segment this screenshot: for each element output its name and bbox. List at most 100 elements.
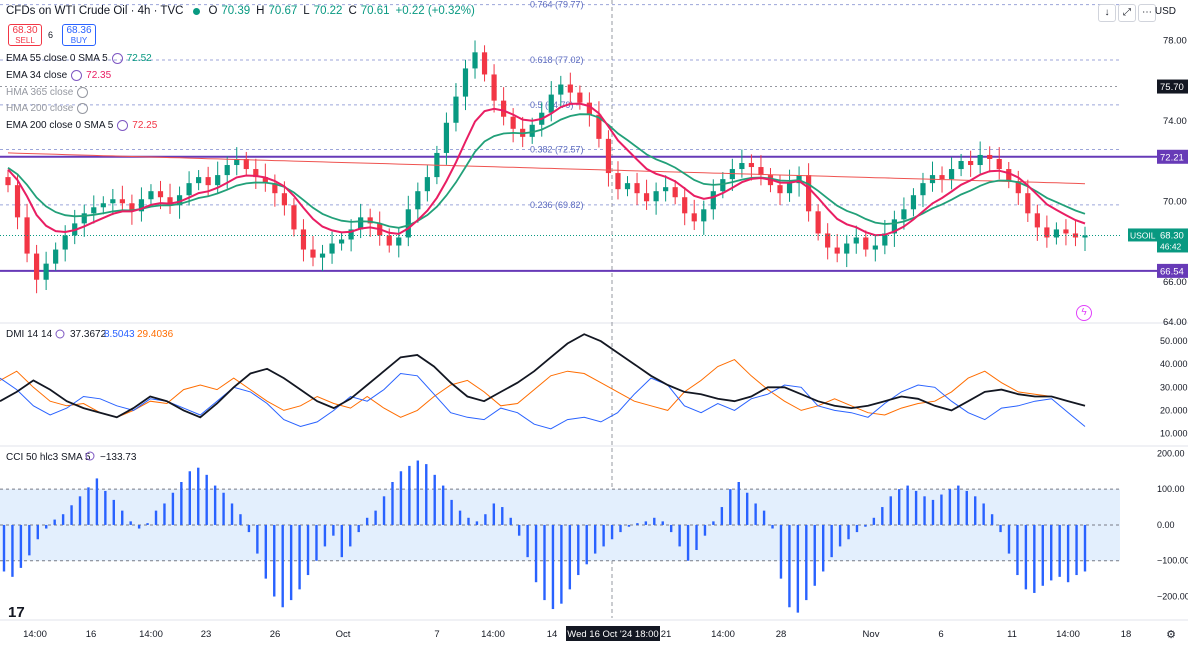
- candle-body: [1015, 181, 1021, 194]
- change-value: +0.22 (+0.32%): [395, 5, 475, 17]
- cci-bar: [1058, 524, 1061, 577]
- tradingview-logo-icon[interactable]: 17: [8, 604, 25, 621]
- x-tick-label: 26: [270, 629, 281, 640]
- price-tag-box: [1157, 149, 1188, 164]
- cci-bar: [636, 523, 639, 525]
- cci-bar: [720, 507, 724, 525]
- cci-bar: [28, 524, 31, 556]
- maximize-icon[interactable]: ⤢: [1118, 4, 1136, 22]
- fib-label: 0.618 (77.02): [530, 55, 584, 65]
- candle-body: [1034, 213, 1040, 228]
- candle-body: [663, 187, 669, 192]
- price-tag-label: 66.54: [1160, 266, 1184, 277]
- candle-body: [33, 253, 40, 280]
- currency-label[interactable]: USD: [1154, 6, 1176, 17]
- candle-body: [358, 217, 364, 230]
- cci-bar: [602, 524, 605, 547]
- cci-bar: [990, 514, 994, 525]
- x-tick-label: 28: [776, 629, 787, 640]
- x-tick-label: 18: [1121, 629, 1132, 640]
- candle-body: [710, 191, 716, 210]
- cci-bar: [239, 514, 242, 525]
- buy-button[interactable]: 68.36 BUY: [62, 24, 96, 46]
- price-axis-label: 78.00: [1163, 35, 1187, 46]
- eye-off-icon[interactable]: [77, 86, 89, 98]
- symbol-title[interactable]: CFDs on WTI Crude Oil · 4h · TVC: [6, 5, 184, 17]
- eye-icon[interactable]: [71, 69, 83, 81]
- cci-bar: [940, 494, 943, 525]
- eye-icon[interactable]: [117, 120, 129, 132]
- indicator-name: EMA 34 close: [6, 69, 68, 81]
- candle-body: [100, 203, 106, 208]
- cci-bar: [501, 507, 504, 525]
- indicator-value: 72.25: [132, 120, 158, 132]
- cci-bar: [104, 490, 107, 525]
- adx-value: 37.3672: [70, 329, 107, 340]
- x-tick-label: 11: [1007, 629, 1017, 640]
- market-open-icon: [193, 7, 201, 15]
- gear-icon[interactable]: ⚙: [1166, 629, 1176, 641]
- axes-layer: 14:00 16 14:00 23 26 Oct 7 14:00 14 21 14:00 28 Nov 6…: [23, 35, 1188, 641]
- cci-bar: [154, 510, 158, 525]
- candle-body: [634, 183, 640, 194]
- cci-bar: [416, 460, 420, 525]
- candle-body: [901, 209, 907, 220]
- eye-off-icon[interactable]: [77, 103, 89, 115]
- cci-bar: [695, 524, 698, 550]
- cci-bar: [762, 510, 766, 525]
- cci-bar: [340, 524, 344, 558]
- indicator-name: HMA 365 close: [6, 86, 74, 98]
- candle-body: [1072, 233, 1079, 238]
- cci-bar: [247, 524, 251, 533]
- cci-bar: [923, 496, 926, 525]
- cci-axis-label: −100.00: [1157, 556, 1188, 566]
- cci-bar: [349, 524, 352, 547]
- candle-body: [43, 263, 49, 280]
- sell-button[interactable]: 68.30 SELL: [8, 24, 42, 46]
- indicator-name: HMA 200 close: [6, 103, 74, 115]
- fib-label: 0.764 (79.77): [530, 0, 584, 10]
- cci-bar: [391, 482, 394, 525]
- cci-bar: [408, 465, 411, 525]
- candle-body: [872, 245, 878, 250]
- indicator-row[interactable]: EMA 34 close 72.35: [6, 69, 111, 81]
- candle-body: [1063, 229, 1069, 234]
- close-value: 70.61: [360, 5, 390, 17]
- indicator-row[interactable]: HMA 200 close: [6, 103, 89, 115]
- lightning-icon[interactable]: ϟ: [1076, 305, 1092, 321]
- cci-bar: [45, 524, 48, 529]
- candle-body: [53, 249, 59, 264]
- indicator-name: EMA 200 close 0 SMA 5: [6, 120, 114, 132]
- x-tick-label: Nov: [863, 629, 880, 640]
- indicator-row[interactable]: EMA 55 close 0 SMA 5 72.52: [6, 53, 152, 64]
- arrow-down-icon[interactable]: ↓: [1098, 4, 1116, 22]
- indicator-row[interactable]: HMA 365 close: [6, 86, 89, 98]
- candle-body: [291, 205, 297, 230]
- more-options-icon[interactable]: ⋯: [1138, 4, 1156, 22]
- candle-body: [119, 199, 125, 204]
- cci-bar: [467, 517, 470, 525]
- cci-bar: [568, 524, 572, 590]
- cci-bar: [61, 514, 65, 525]
- candle-body: [548, 94, 554, 113]
- cci-bar: [644, 521, 648, 525]
- dmi-axis-label: 20.000: [1160, 405, 1188, 415]
- sell-label: SELL: [15, 36, 35, 45]
- cci-bar: [830, 524, 833, 558]
- indicator-row[interactable]: EMA 200 close 0 SMA 5 72.25: [6, 120, 158, 132]
- cci-bar: [70, 505, 73, 525]
- cci-bar: [36, 524, 39, 540]
- cci-bar: [197, 467, 200, 525]
- cci-bar: [669, 524, 673, 533]
- candle-body: [891, 219, 897, 234]
- cci-bar: [872, 517, 876, 525]
- cci-bar: [146, 523, 149, 525]
- candle-body: [338, 239, 345, 244]
- candle-body: [615, 173, 621, 190]
- cci-bar: [948, 489, 952, 525]
- candle-body: [939, 175, 945, 180]
- eye-icon[interactable]: [111, 53, 123, 64]
- candle-body: [653, 191, 659, 202]
